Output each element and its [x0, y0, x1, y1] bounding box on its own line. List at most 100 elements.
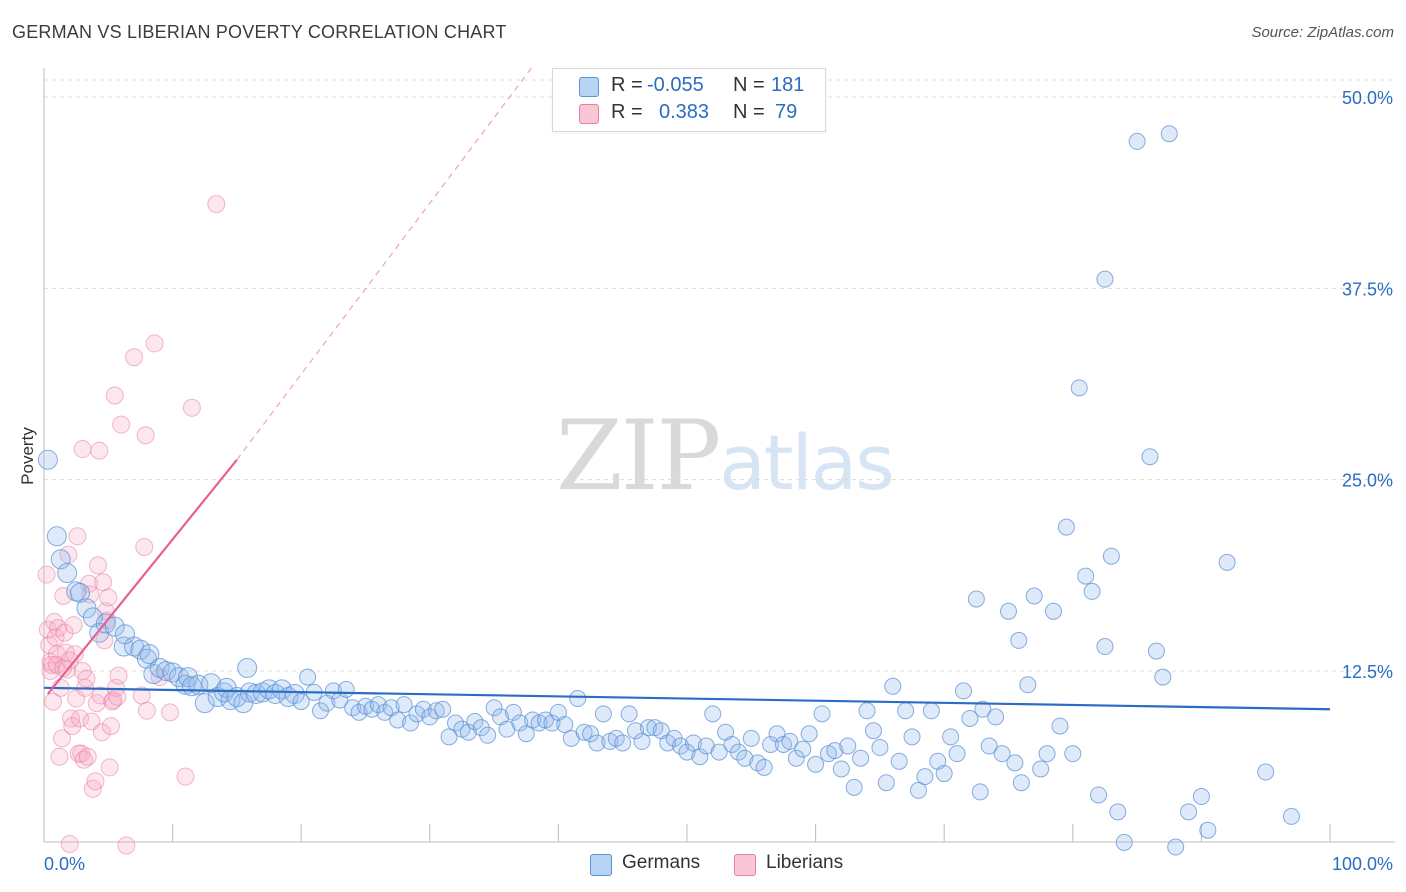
germans-point: [678, 743, 696, 761]
germans-point: [324, 682, 342, 700]
liberians-legend-icon: [734, 854, 756, 876]
liberians-point: [100, 758, 119, 777]
germans-points: [37, 125, 1300, 856]
liberians-trend-line: [47, 459, 238, 695]
germans-point: [1128, 132, 1146, 150]
liberians-point: [108, 688, 127, 707]
germans-legend-label: Germans: [622, 852, 701, 873]
germans-point: [852, 749, 870, 767]
germans-point: [1038, 745, 1056, 763]
germans-point: [588, 734, 606, 752]
germans-point: [794, 740, 812, 758]
liberians-point: [90, 441, 109, 460]
germans-point: [479, 726, 497, 744]
germans-point: [337, 680, 355, 698]
germans-point: [1019, 676, 1037, 694]
germans-point: [1077, 567, 1095, 585]
germans-point: [1090, 786, 1108, 804]
germans-point: [504, 703, 522, 721]
germans-point: [993, 745, 1011, 763]
liberians-point: [109, 666, 128, 685]
germans-point: [909, 781, 927, 799]
grid-lines: [44, 79, 1395, 672]
liberians-legend-label: Liberians: [766, 852, 844, 873]
germans-point: [704, 705, 722, 723]
germans-point: [1012, 774, 1030, 792]
liberians-point: [60, 834, 79, 853]
germans-point: [1096, 638, 1114, 656]
y-axis-label: Poverty: [18, 427, 37, 485]
germans-point: [511, 714, 529, 732]
germans-point: [871, 739, 889, 757]
germans-point: [395, 696, 413, 714]
germans-point: [104, 616, 125, 637]
watermark-zip: ZIP: [556, 400, 721, 512]
germans-point: [858, 702, 876, 720]
liberians-point: [125, 348, 144, 367]
liberians-point: [135, 538, 154, 557]
germans-point: [1257, 763, 1275, 781]
germans-point: [46, 526, 67, 547]
germans-point: [768, 725, 786, 743]
liberians-point: [60, 651, 79, 670]
germans-point: [1083, 582, 1101, 600]
germans-point: [1160, 125, 1178, 143]
germans-point: [620, 705, 638, 723]
germans-point: [440, 728, 458, 746]
germans-point: [807, 755, 825, 773]
germans-point: [954, 682, 972, 700]
germans-point: [194, 693, 215, 714]
x-tick-label: 100.0%: [1332, 854, 1393, 874]
germans-point: [839, 737, 857, 755]
germans-point: [974, 700, 992, 718]
liberians-point: [86, 772, 105, 791]
liberians-point: [112, 415, 131, 434]
germans-point: [826, 742, 844, 760]
liberians-point: [94, 573, 113, 592]
germans-point: [948, 745, 966, 763]
liberians-point: [71, 709, 90, 728]
germans-point: [942, 728, 960, 746]
germans-point: [1070, 379, 1088, 397]
liberians-point: [49, 619, 68, 638]
germans-point: [961, 709, 979, 727]
germans-point: [672, 737, 690, 755]
germans-point: [916, 768, 934, 786]
germans-point: [226, 687, 247, 708]
germans-point: [594, 705, 612, 723]
liberians-point: [137, 701, 156, 720]
germans-point: [82, 607, 103, 628]
germans-point: [237, 657, 258, 678]
germans-point: [459, 723, 477, 741]
germans-point: [684, 734, 702, 752]
liberians-point: [117, 836, 136, 855]
germans-point: [1282, 807, 1300, 825]
germans-point: [762, 735, 780, 753]
liberians-point: [55, 623, 74, 642]
germans-point: [1141, 448, 1159, 466]
germans-point: [1051, 717, 1069, 735]
germans-point: [1102, 547, 1120, 565]
germans-point: [569, 690, 587, 708]
liberians-point: [92, 723, 111, 742]
germans-point: [987, 708, 1005, 726]
liberians-point: [105, 386, 124, 405]
germans-point: [1180, 803, 1198, 821]
germans-point: [485, 699, 503, 717]
germans-point: [1025, 587, 1043, 605]
liberians-point: [182, 398, 201, 417]
germans-point: [877, 774, 895, 792]
germans-point: [633, 732, 651, 750]
x-tick-label: 0.0%: [44, 854, 85, 874]
n-label: N =: [733, 74, 765, 96]
liberians-point: [50, 747, 69, 766]
liberians-point: [54, 586, 73, 605]
liberians-point: [37, 565, 56, 584]
liberians-point: [89, 556, 108, 575]
liberians-points: [37, 195, 226, 855]
y-tick-label: 25.0%: [1342, 471, 1393, 491]
n-label: N =: [733, 101, 765, 123]
r-label: R =: [611, 101, 643, 123]
liberians-trend-extension: [236, 66, 534, 461]
y-tick-label: 50.0%: [1342, 88, 1393, 108]
